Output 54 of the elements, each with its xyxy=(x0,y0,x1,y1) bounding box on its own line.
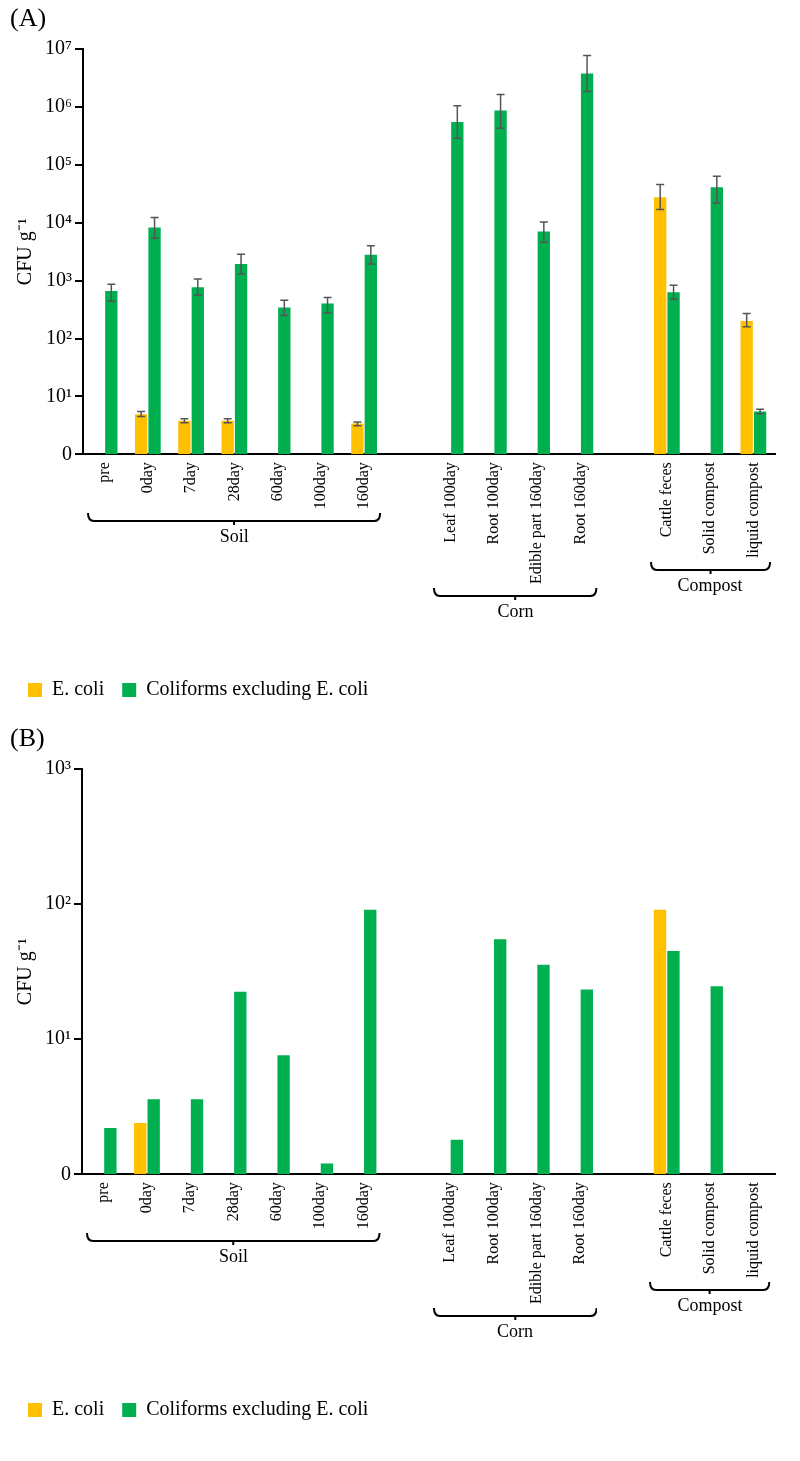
text: Soil xyxy=(218,1246,250,1268)
y-tick-label: 10⁶ xyxy=(44,94,72,117)
y-tick-label: 10¹ xyxy=(45,1026,71,1049)
y-tick-label: 10⁷ xyxy=(44,36,72,59)
x-tick-label: 60day xyxy=(267,1182,286,1222)
x-tick-label: 160day xyxy=(353,1182,372,1230)
x-tick-label: 0day xyxy=(138,462,157,494)
x-tick-label: Root 160day xyxy=(570,1182,589,1265)
y-tick-label: 10¹ xyxy=(45,383,72,406)
y-tick-label: 10³ xyxy=(45,267,72,290)
x-tick-label: pre xyxy=(93,1182,112,1203)
x-tick-label: 28day xyxy=(223,1182,242,1222)
x-tick-label: 160day xyxy=(354,462,373,510)
legend-label: Coliforms excluding E. coli xyxy=(146,1397,369,1421)
y-tick-label: 10⁴ xyxy=(44,210,72,233)
x-tick-label: 7day xyxy=(181,462,200,494)
chart-title: (B) xyxy=(10,723,45,753)
y-tick-label: 10² xyxy=(45,891,71,914)
x-tick-label: liquid compost xyxy=(743,1181,762,1278)
x-tick-label: 7day xyxy=(180,1182,199,1214)
y-tick-label: 10⁵ xyxy=(44,152,72,175)
text: Corn xyxy=(496,601,535,622)
x-tick-label: Solid compost xyxy=(700,1181,719,1275)
x-tick-label: 100day xyxy=(311,462,330,510)
x-tick-label: Cattle feces xyxy=(657,462,675,538)
x-tick-label: 28day xyxy=(224,462,243,502)
text: Corn xyxy=(496,1321,535,1342)
x-tick-label: liquid compost xyxy=(743,461,762,558)
y-axis-title: CFU g⁻¹ xyxy=(13,938,37,1006)
x-tick-label: Edible part 160day xyxy=(526,1182,545,1305)
legend-label: Coliforms excluding E. coli xyxy=(146,677,369,701)
text: Compost xyxy=(676,574,744,596)
x-tick-label: Solid compost xyxy=(700,461,719,555)
text: Compost xyxy=(676,1294,744,1316)
legend-label: E. coli xyxy=(52,1397,105,1420)
y-tick-label: 0 xyxy=(61,441,72,464)
y-tick-label: 10³ xyxy=(45,756,71,779)
x-tick-label: Root 160day xyxy=(570,462,589,545)
x-tick-label: Edible part 160day xyxy=(527,462,546,585)
x-tick-label: pre xyxy=(94,462,113,483)
y-tick-label: 10² xyxy=(45,325,72,348)
x-tick-label: Root 100day xyxy=(484,462,503,545)
y-axis-title: CFU g⁻¹ xyxy=(13,218,37,286)
x-tick-label: Leaf 100day xyxy=(440,462,459,543)
x-tick-label: Root 100day xyxy=(483,1182,502,1265)
text: Soil xyxy=(218,526,250,548)
chart-title: (A) xyxy=(10,3,47,33)
y-tick-label: 0 xyxy=(61,1161,71,1184)
x-tick-label: 0day xyxy=(137,1182,156,1214)
legend-label: E. coli xyxy=(52,677,105,700)
x-tick-label: 60day xyxy=(267,462,286,502)
x-tick-label: Cattle feces xyxy=(656,1182,674,1258)
x-tick-label: 100day xyxy=(310,1182,329,1230)
x-tick-label: Leaf 100day xyxy=(440,1182,459,1263)
